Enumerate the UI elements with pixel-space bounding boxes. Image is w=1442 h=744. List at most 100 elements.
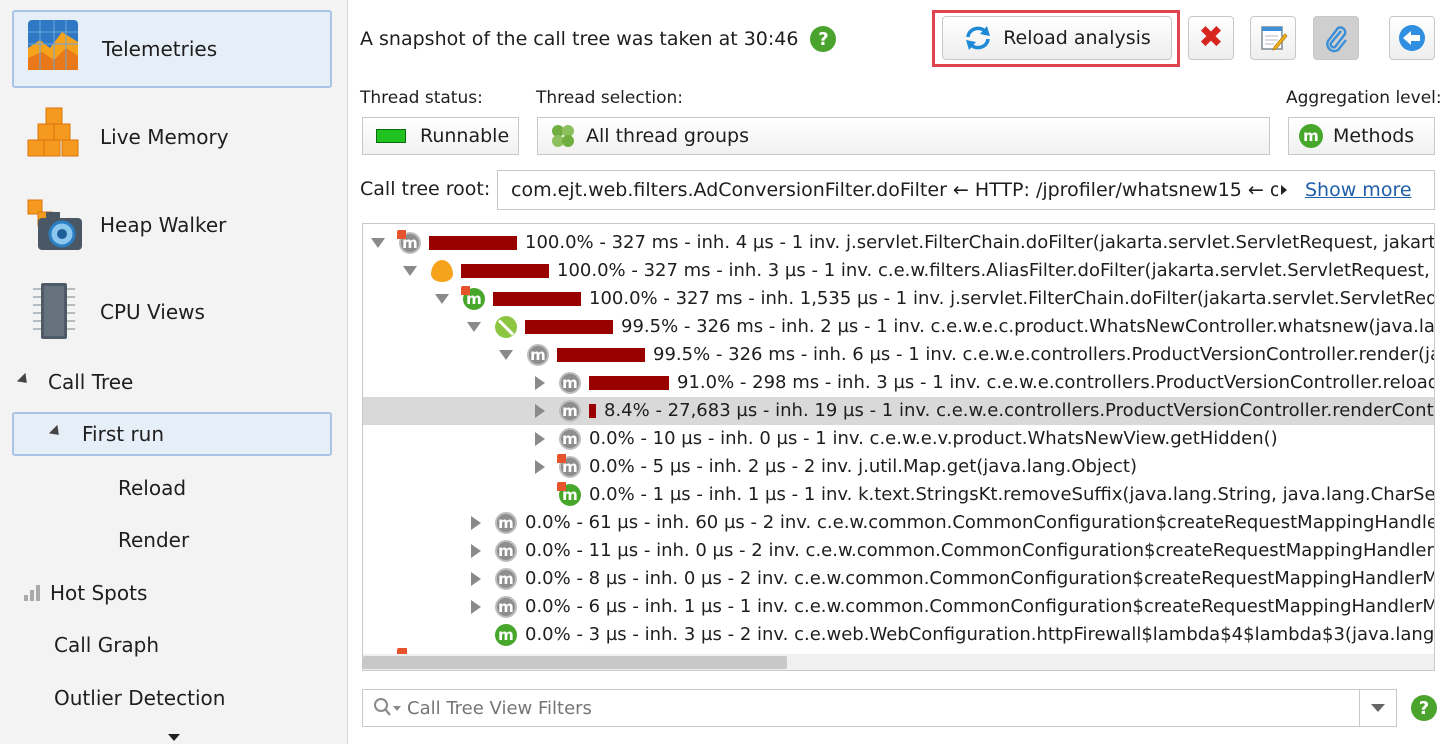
sidebar-item-heap-walker[interactable]: Heap Walker	[12, 186, 332, 264]
tree-row[interactable]: m 0.0% - 5 µs - inh. 2 µs - 2 inv. j.util…	[363, 453, 1434, 481]
tree-row[interactable]: m 0.0% - 61 µs - inh. 60 µs - 2 inv. c.e.…	[363, 509, 1435, 537]
tree-row[interactable]: m 0.0% - 3 µs - inh. 3 µs - 2 inv. c.e.we…	[363, 621, 1435, 649]
sidebar-item-hot-spots[interactable]: Hot Spots	[24, 571, 147, 615]
reload-analysis-button[interactable]: Reload analysis	[942, 16, 1172, 60]
chevron-down-icon	[1371, 704, 1385, 712]
expand-arrow-icon[interactable]	[535, 404, 545, 418]
close-icon: ✖	[1198, 20, 1224, 55]
sidebar-item-outlier-detection[interactable]: Outlier Detection	[54, 676, 225, 720]
thread-selection-value: All thread groups	[586, 125, 749, 147]
tree-row[interactable]: m 99.5% - 326 ms - inh. 6 µs - 1 inv. c.e…	[363, 341, 1434, 369]
telemetries-icon	[26, 18, 88, 80]
method-icon: m	[495, 624, 517, 646]
aggregation-level-selector[interactable]: m Methods	[1288, 117, 1435, 155]
sidebar-item-label: Reload	[118, 476, 187, 500]
help-icon[interactable]: ?	[810, 26, 837, 52]
sidebar-item-call-tree[interactable]: Call Tree	[16, 360, 134, 404]
expand-arrow-icon[interactable]	[48, 424, 64, 440]
tree-row[interactable]: m 100.0% - 327 ms - inh. 1,535 µs - 1 inv…	[363, 285, 1435, 313]
tree-row-text: 0.0% - 3 µs - inh. 3 µs - 2 inv. c.e.web…	[525, 624, 1435, 645]
overflow-arrow-icon	[1281, 185, 1287, 195]
method-icon: m	[495, 596, 517, 618]
reload-highlight	[932, 10, 1180, 67]
controller-icon	[495, 316, 517, 338]
collapse-arrow-icon[interactable]	[499, 350, 513, 360]
partial-node-icon	[397, 648, 407, 654]
thread-selection-selector[interactable]: All thread groups	[537, 117, 1270, 155]
cpu-icon	[24, 281, 86, 343]
show-more-link[interactable]: Show more	[1305, 179, 1412, 201]
method-icon: m	[495, 540, 517, 562]
tree-row[interactable]: m 8.4% - 27,683 µs - inh. 19 µs - 1 inv. …	[363, 397, 1434, 425]
attach-button[interactable]	[1313, 16, 1359, 60]
tree-row-text: 0.0% - 10 µs - inh. 0 µs - 1 inv. c.e.w.…	[589, 428, 1278, 449]
expand-arrow-icon[interactable]	[535, 376, 545, 390]
collapse-arrow-icon[interactable]	[371, 238, 385, 248]
sidebar-item-label: Outlier Detection	[54, 686, 226, 710]
sidebar-item-label: First run	[82, 422, 165, 446]
tree-row-text: 99.5% - 326 ms - inh. 6 µs - 1 inv. c.e.…	[653, 344, 1434, 365]
corner-badge-icon	[557, 482, 566, 491]
call-tree-root-field[interactable]: com.ejt.web.filters.AdConversionFilter.d…	[497, 170, 1435, 210]
filter-dropdown-button[interactable]	[1359, 690, 1396, 726]
time-bar	[493, 292, 581, 306]
sidebar-item-cpu-views[interactable]: CPU Views	[12, 273, 332, 351]
aggregation-level-value: Methods	[1333, 125, 1415, 147]
heap-walker-icon	[24, 194, 86, 256]
tree-row[interactable]: m 0.0% - 1 µs - inh. 1 µs - 1 inv. k.text…	[363, 481, 1435, 509]
corner-badge-icon	[397, 230, 406, 239]
collapse-arrow-icon[interactable]	[403, 266, 417, 276]
call-tree-root-label: Call tree root:	[360, 178, 491, 200]
discard-button[interactable]: ✖	[1188, 16, 1234, 60]
sidebar-item-call-graph[interactable]: Call Graph	[54, 623, 159, 667]
expand-arrow-icon[interactable]	[535, 432, 545, 446]
back-button[interactable]	[1389, 16, 1435, 60]
sidebar-item-first-run[interactable]: First run	[12, 412, 332, 456]
thread-status-selector[interactable]: Runnable	[362, 117, 519, 155]
filter-input[interactable]	[407, 697, 1347, 719]
sidebar-item-label: Call Tree	[48, 370, 134, 394]
collapse-arrow-icon[interactable]	[435, 294, 449, 304]
tree-row-text: 100.0% - 327 ms - inh. 1,535 µs - 1 inv.…	[589, 288, 1435, 309]
method-icon: m	[559, 400, 581, 422]
edit-button[interactable]	[1250, 16, 1296, 60]
expand-arrow-icon[interactable]	[471, 600, 481, 614]
call-tree-filter[interactable]	[362, 689, 1397, 727]
collapse-arrow-icon[interactable]	[467, 322, 481, 332]
call-tree-view[interactable]: m 0.0% - 3 µs - inh. 3 µs - 2 inv. c.e.we…	[362, 223, 1435, 671]
expand-arrow-icon[interactable]	[471, 544, 481, 558]
expand-arrow-icon[interactable]	[471, 516, 481, 530]
scrollbar-thumb[interactable]	[363, 656, 787, 669]
tree-row-text: 0.0% - 1 µs - inh. 1 µs - 1 inv. k.text.…	[589, 484, 1435, 505]
corner-badge-icon	[557, 454, 566, 463]
tree-row[interactable]: m 0.0% - 6 µs - inh. 1 µs - 1 inv. c.e.w.…	[363, 593, 1434, 621]
sidebar-item-live-memory[interactable]: Live Memory	[12, 98, 332, 176]
horizontal-scrollbar[interactable]	[363, 654, 1434, 670]
tree-row-text: 99.5% - 326 ms - inh. 2 µs - 1 inv. c.e.…	[621, 316, 1435, 337]
time-bar	[525, 320, 613, 334]
thread-status-value: Runnable	[420, 125, 510, 147]
reload-analysis-label: Reload analysis	[1003, 27, 1151, 49]
tree-row[interactable]: m 0.0% - 10 µs - inh. 0 µs - 1 inv. c.e.w…	[363, 425, 1434, 453]
method-icon: m	[495, 568, 517, 590]
filter-help-icon[interactable]: ?	[1411, 695, 1437, 721]
tree-row[interactable]: m 91.0% - 298 ms - inh. 3 µs - 1 inv. c.e…	[363, 369, 1434, 397]
tree-row[interactable]: 99.5% - 326 ms - inh. 2 µs - 1 inv. c.e.…	[363, 313, 1435, 341]
reload-icon	[963, 25, 993, 51]
scroll-down-icon[interactable]	[168, 734, 180, 741]
expand-arrow-icon[interactable]	[535, 460, 545, 474]
tree-row[interactable]: m 0.0% - 11 µs - inh. 0 µs - 2 inv. c.e.w…	[363, 537, 1434, 565]
notepad-pencil-icon	[1258, 23, 1288, 53]
tree-row[interactable]: m 0.0% - 8 µs - inh. 0 µs - 2 inv. c.e.w.…	[363, 565, 1434, 593]
tree-row[interactable]: 100.0% - 327 ms - inh. 3 µs - 1 inv. c.e…	[363, 257, 1434, 285]
sidebar-item-reload[interactable]: Reload	[118, 466, 186, 510]
tree-row-text: 100.0% - 327 ms - inh. 3 µs - 1 inv. c.e…	[557, 260, 1434, 281]
thread-status-label: Thread status:	[360, 88, 483, 108]
tree-row-text: 0.0% - 61 µs - inh. 60 µs - 2 inv. c.e.w…	[525, 512, 1435, 533]
search-icon	[373, 697, 403, 719]
sidebar-item-telemetries[interactable]: Telemetries	[12, 10, 332, 88]
tree-row[interactable]: m 100.0% - 327 ms - inh. 4 µs - 1 inv. j.…	[363, 229, 1434, 257]
expand-arrow-icon[interactable]	[471, 572, 481, 586]
sidebar-item-render[interactable]: Render	[118, 518, 189, 562]
expand-arrow-icon[interactable]	[16, 372, 32, 388]
